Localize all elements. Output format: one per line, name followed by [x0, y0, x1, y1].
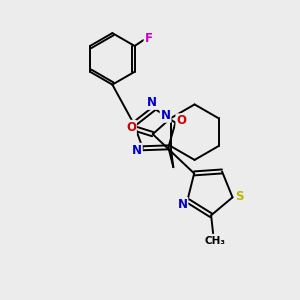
Text: N: N [132, 144, 142, 157]
Text: CH₃: CH₃ [205, 236, 226, 246]
Text: N: N [160, 109, 171, 122]
Text: O: O [126, 121, 136, 134]
Text: O: O [176, 114, 186, 127]
Text: N: N [177, 198, 188, 211]
Text: S: S [235, 190, 244, 203]
Text: F: F [145, 32, 152, 44]
Text: N: N [147, 96, 157, 109]
